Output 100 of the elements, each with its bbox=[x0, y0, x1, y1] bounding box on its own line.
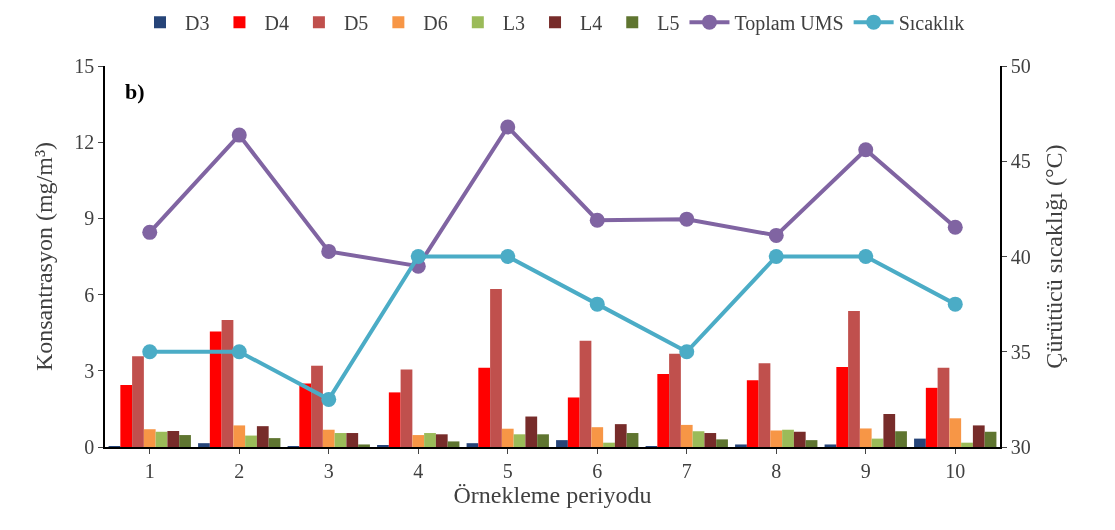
y2-axis-title: Çürütücü sıcaklığı (°C) bbox=[1040, 144, 1067, 369]
point bbox=[768, 227, 784, 243]
bar bbox=[669, 353, 681, 447]
y-tick-label: 15 bbox=[74, 55, 95, 77]
annotation: b) bbox=[125, 79, 145, 104]
bar bbox=[579, 340, 592, 447]
bar bbox=[478, 367, 491, 447]
bar bbox=[490, 289, 502, 447]
bar bbox=[155, 431, 168, 447]
x-tick-label: 1 bbox=[144, 459, 155, 482]
bar bbox=[198, 443, 210, 447]
bar bbox=[501, 428, 514, 447]
bar bbox=[167, 431, 180, 447]
legend-label: D4 bbox=[264, 11, 289, 34]
bar bbox=[925, 387, 938, 447]
bar bbox=[322, 429, 335, 447]
bar bbox=[143, 429, 156, 447]
point bbox=[858, 249, 874, 264]
x-tick-label: 2 bbox=[234, 459, 245, 482]
point bbox=[589, 296, 605, 312]
point bbox=[589, 212, 605, 228]
x-tick-label: 4 bbox=[413, 459, 424, 482]
bar bbox=[626, 433, 639, 447]
bar bbox=[245, 435, 257, 447]
bar bbox=[603, 442, 615, 447]
x-axis-title: Örnekleme periyodu bbox=[453, 481, 652, 508]
bar bbox=[895, 431, 907, 447]
bar bbox=[221, 320, 234, 447]
bar bbox=[692, 431, 705, 447]
legend-label: L4 bbox=[580, 11, 603, 34]
bar bbox=[883, 413, 896, 447]
bar bbox=[358, 444, 370, 447]
x-tick-label: 3 bbox=[323, 459, 334, 482]
bar bbox=[848, 311, 860, 447]
bar bbox=[949, 418, 962, 447]
legend-label: D5 bbox=[343, 11, 369, 34]
bar bbox=[412, 435, 425, 447]
legend-label: L3 bbox=[502, 11, 526, 34]
y-tick-label: 12 bbox=[74, 131, 95, 154]
bar bbox=[680, 424, 693, 447]
bar bbox=[961, 442, 973, 447]
bar bbox=[435, 434, 448, 447]
point bbox=[142, 344, 158, 360]
point bbox=[231, 127, 247, 143]
bar bbox=[782, 429, 794, 447]
point bbox=[231, 344, 247, 360]
point bbox=[142, 224, 158, 240]
y2-tick-label: 40 bbox=[1010, 245, 1031, 268]
bar bbox=[400, 369, 413, 447]
bar bbox=[657, 374, 670, 447]
bar bbox=[525, 416, 538, 447]
y-tick-label: 0 bbox=[84, 436, 95, 458]
bar bbox=[447, 441, 460, 447]
y2-tick-label: 45 bbox=[1010, 150, 1031, 173]
y-tick-label: 6 bbox=[84, 283, 95, 306]
y-tick-label: 9 bbox=[84, 207, 95, 230]
bar bbox=[793, 431, 806, 447]
legend-label: Sıcaklık bbox=[898, 11, 965, 34]
point bbox=[500, 249, 516, 264]
y2-tick-label: 35 bbox=[1010, 340, 1031, 363]
bar bbox=[746, 380, 759, 447]
bar bbox=[984, 431, 997, 447]
point bbox=[947, 219, 963, 235]
bar bbox=[334, 433, 347, 447]
bar bbox=[704, 433, 717, 447]
bar bbox=[209, 331, 222, 447]
bar bbox=[614, 424, 627, 447]
bar bbox=[591, 427, 604, 447]
bar bbox=[937, 367, 950, 447]
bar bbox=[132, 356, 144, 447]
point bbox=[500, 119, 516, 135]
bar bbox=[466, 443, 479, 447]
bar bbox=[770, 430, 783, 447]
y-axis-title: Konsantrasyon (mg/m³) bbox=[30, 141, 57, 372]
bar bbox=[972, 425, 985, 447]
point bbox=[321, 243, 337, 259]
bar bbox=[346, 433, 359, 447]
bar bbox=[805, 440, 818, 447]
x-tick-label: 8 bbox=[771, 459, 782, 482]
point bbox=[947, 296, 963, 312]
x-tick-label: 10 bbox=[945, 459, 966, 482]
bar bbox=[914, 438, 926, 447]
bar bbox=[233, 425, 246, 447]
point bbox=[768, 249, 784, 264]
x-tick-label: 5 bbox=[502, 459, 513, 482]
bar bbox=[735, 444, 747, 447]
y-tick-label: 3 bbox=[84, 359, 95, 382]
x-tick-label: 6 bbox=[592, 459, 603, 482]
bar bbox=[758, 363, 771, 447]
legend-label: D3 bbox=[185, 11, 210, 34]
bar bbox=[120, 385, 133, 447]
bar bbox=[311, 365, 323, 447]
bar bbox=[388, 392, 401, 447]
bar bbox=[299, 383, 312, 447]
y2-tick-label: 50 bbox=[1010, 55, 1031, 77]
bar bbox=[268, 438, 281, 447]
y2-tick-label: 30 bbox=[1010, 436, 1031, 458]
point bbox=[858, 142, 874, 158]
bar bbox=[836, 366, 849, 447]
point bbox=[410, 249, 426, 264]
